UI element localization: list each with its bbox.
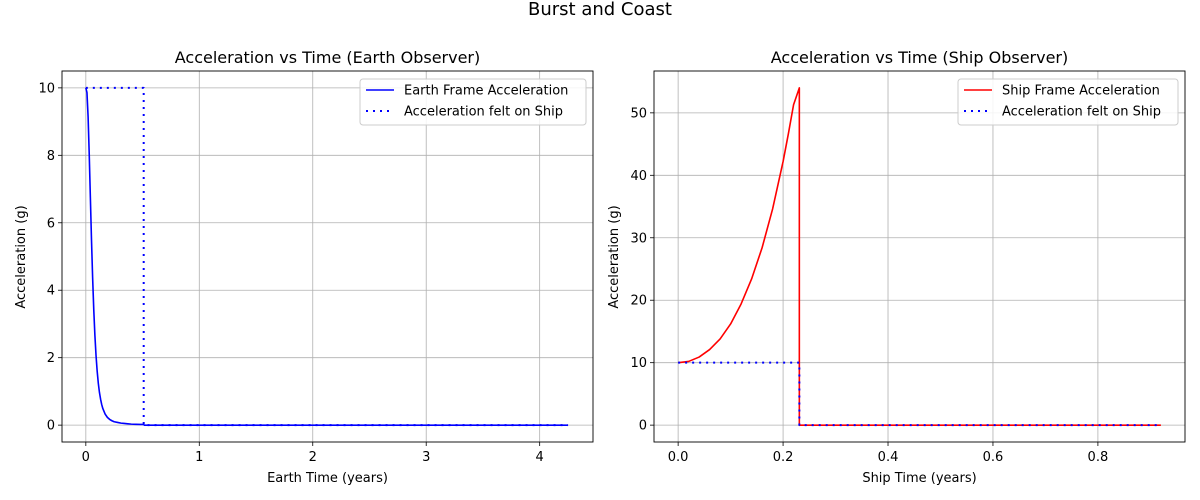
- legend-label: Earth Frame Acceleration: [404, 84, 568, 99]
- legend: Ship Frame Acceleration Acceleration felt…: [957, 78, 1179, 126]
- x-tick-label: 1: [195, 450, 203, 465]
- y-tick-label: 30: [630, 231, 647, 246]
- x-tick-label: 0: [82, 450, 90, 465]
- y-axis-label: Acceleration (g): [607, 205, 622, 308]
- series-line-2: [678, 361, 1161, 427]
- legend: Earth Frame Acceleration Acceleration fel…: [359, 78, 587, 126]
- y-tick-label: 10: [630, 356, 647, 371]
- x-tick-label: 3: [422, 450, 430, 465]
- y-tick-label: 40: [630, 169, 647, 184]
- x-axis-label: Ship Time (years): [862, 471, 976, 486]
- legend-label: Ship Frame Acceleration: [1002, 84, 1160, 99]
- series-line-1: [678, 87, 1161, 426]
- chart-title: Acceleration vs Time (Ship Observer): [771, 48, 1069, 67]
- plot-area-frame: [61, 70, 594, 443]
- y-tick-label: 2: [47, 351, 55, 366]
- x-tick-label: 0.8: [1088, 450, 1109, 465]
- series-line-2: [85, 86, 569, 427]
- x-tick-label: 0.0: [668, 450, 689, 465]
- chart-panel-ship: Acceleration vs Time (Ship Observer) Shi…: [607, 48, 1186, 486]
- series-line-1: [85, 87, 569, 426]
- chart-title: Acceleration vs Time (Earth Observer): [175, 48, 481, 67]
- x-tick-label: 4: [536, 450, 544, 465]
- plot-area-frame: [653, 70, 1186, 443]
- y-tick-label: 6: [47, 216, 55, 231]
- y-tick-label: 0: [639, 419, 647, 434]
- x-axis-label: Earth Time (years): [267, 471, 388, 486]
- y-tick-label: 0: [47, 419, 55, 434]
- y-tick-label: 8: [47, 149, 55, 164]
- y-tick-label: 20: [630, 294, 647, 309]
- x-tick-label: 0.6: [983, 450, 1004, 465]
- figure-suptitle: Burst and Coast: [528, 0, 672, 20]
- y-tick-label: 4: [47, 284, 55, 299]
- y-tick-label: 10: [38, 81, 55, 96]
- x-tick-label: 0.2: [773, 450, 794, 465]
- y-axis-label: Acceleration (g): [14, 205, 29, 308]
- x-tick-label: 2: [309, 450, 317, 465]
- chart-panel-earth: Acceleration vs Time (Earth Observer) Ea…: [14, 48, 594, 486]
- legend-box: [957, 78, 1179, 126]
- legend-box: [359, 78, 587, 126]
- y-tick-label: 50: [630, 106, 647, 121]
- x-tick-label: 0.4: [878, 450, 899, 465]
- legend-label: Acceleration felt on Ship: [404, 105, 563, 120]
- legend-label: Acceleration felt on Ship: [1002, 105, 1161, 120]
